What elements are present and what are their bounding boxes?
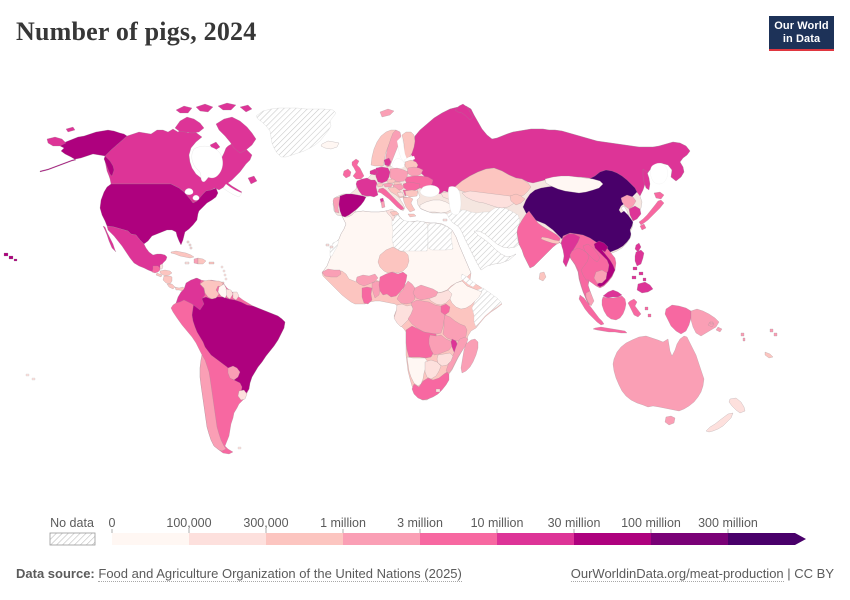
svg-text:1 million: 1 million [320,516,366,530]
svg-text:3 million: 3 million [397,516,443,530]
svg-text:300 million: 300 million [698,516,758,530]
svg-text:300,000: 300,000 [243,516,288,530]
svg-text:100,000: 100,000 [166,516,211,530]
svg-text:100 million: 100 million [621,516,681,530]
svg-text:10 million: 10 million [471,516,524,530]
svg-text:0: 0 [109,516,116,530]
svg-text:No data: No data [50,516,94,530]
svg-text:30 million: 30 million [548,516,601,530]
